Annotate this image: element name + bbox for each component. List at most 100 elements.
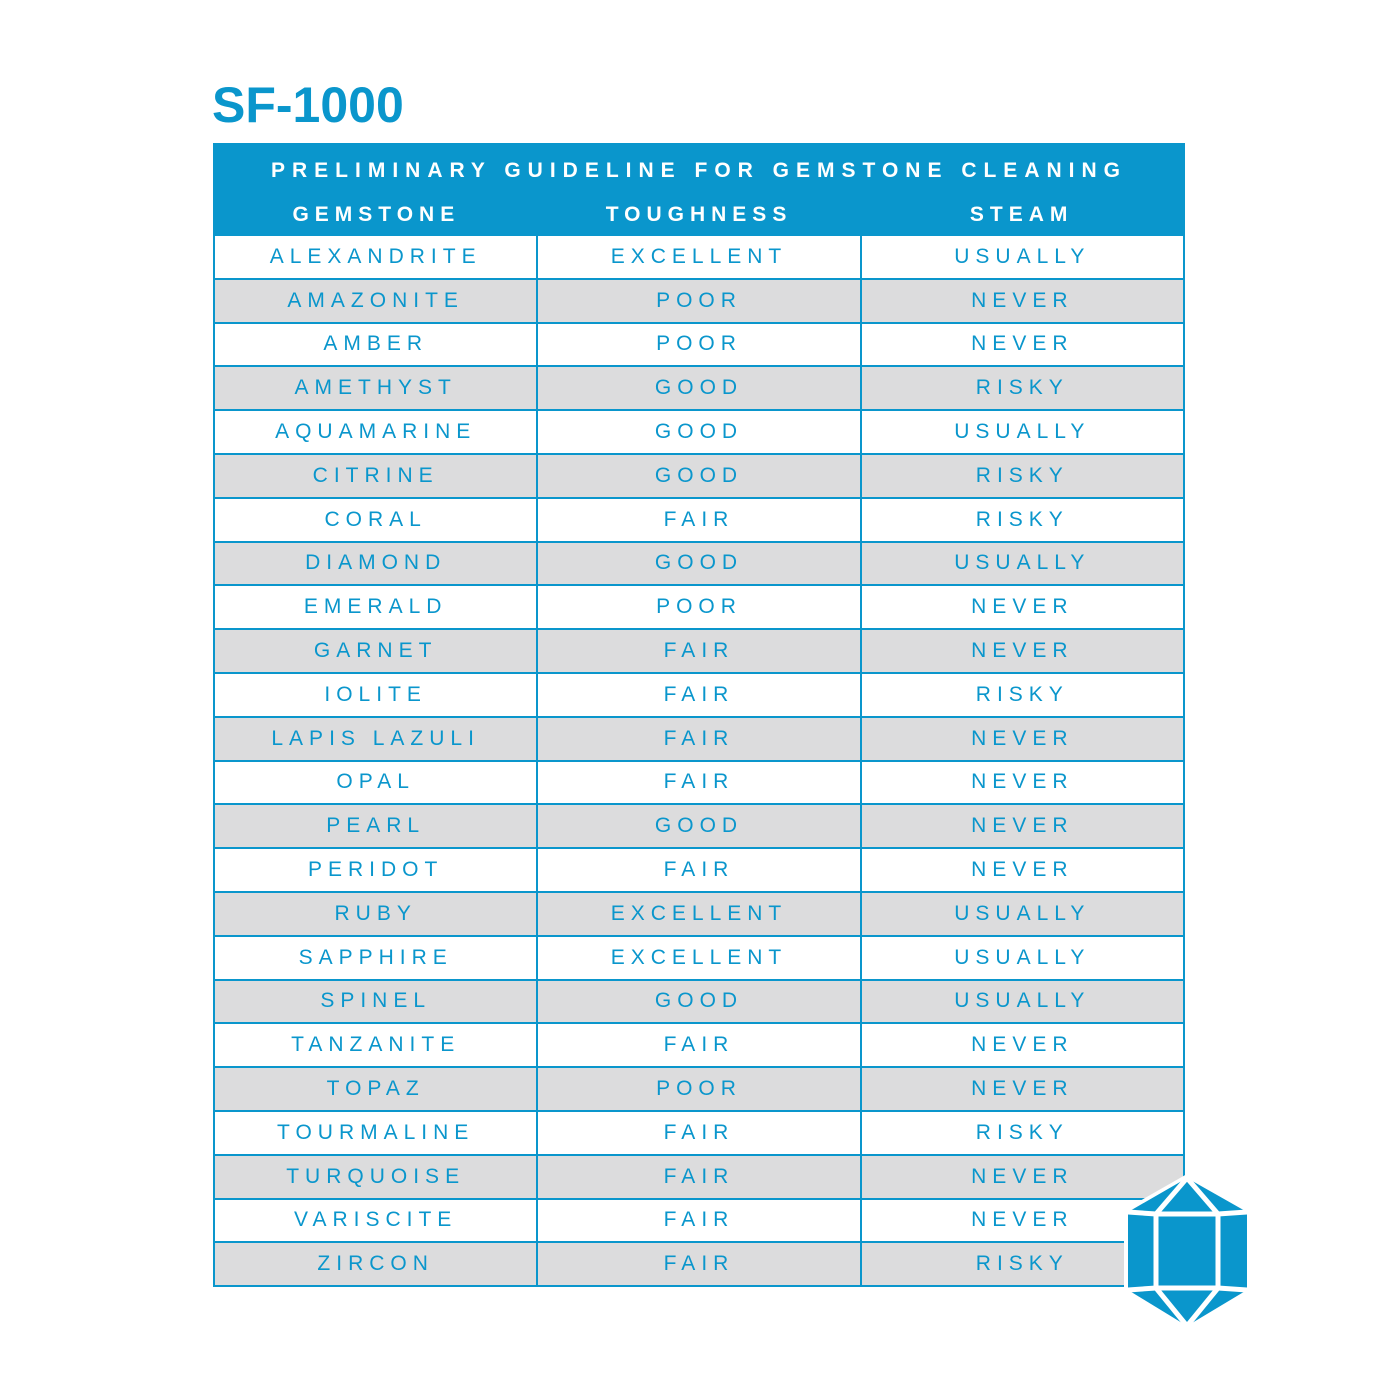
cell-gemstone: AQUAMARINE	[275, 420, 477, 444]
gemstone-cleaning-table: PRELIMINARY GUIDELINE FOR GEMSTONE CLEAN…	[213, 143, 1185, 1288]
cell-steam: NEVER	[859, 586, 1183, 629]
table-row: SPINEL GOOD USUALLY	[215, 978, 1183, 1023]
cell-steam: USUALLY	[859, 411, 1183, 453]
cell-toughness: FAIR	[536, 1111, 859, 1154]
column-header-toughness: TOUGHNESS	[605, 203, 793, 226]
cell-steam: RISKY	[859, 1111, 1183, 1154]
cell-gemstone: ALEXANDRITE	[269, 244, 482, 268]
table-row: AMAZONITE POOR NEVER	[215, 277, 1183, 322]
table-row: SAPPHIRE EXCELLENT USUALLY	[215, 934, 1183, 979]
cell-toughness: FAIR	[536, 1024, 859, 1067]
table-row: AQUAMARINE GOOD USUALLY	[215, 409, 1183, 453]
cell-steam: RISKY	[859, 367, 1183, 410]
table-row: TOPAZ POOR NEVER	[215, 1066, 1183, 1110]
cell-toughness: GOOD	[536, 367, 859, 410]
cell-gemstone: EMERALD	[303, 595, 448, 619]
cell-steam: USUALLY	[859, 236, 1183, 278]
cell-gemstone: TURQUOISE	[286, 1164, 466, 1188]
cell-gemstone: OPAL	[336, 770, 415, 794]
table-row: TOURMALINE FAIR RISKY	[215, 1109, 1183, 1154]
table-row: CITRINE GOOD RISKY	[215, 452, 1183, 497]
cell-gemstone: RUBY	[334, 901, 417, 925]
cell-gemstone: TOURMALINE	[277, 1120, 475, 1144]
gemstone-icon	[1124, 1174, 1251, 1330]
cell-steam: NEVER	[859, 1155, 1183, 1198]
cell-steam: RISKY	[859, 1243, 1183, 1286]
table-caption: PRELIMINARY GUIDELINE FOR GEMSTONE CLEAN…	[271, 159, 1127, 182]
cell-toughness: FAIR	[536, 1243, 859, 1286]
table-row: RUBY EXCELLENT USUALLY	[215, 890, 1183, 935]
cell-toughness: GOOD	[536, 805, 859, 848]
table-row: EMERALD POOR NEVER	[215, 584, 1183, 629]
cell-gemstone: TOPAZ	[326, 1077, 425, 1101]
cell-toughness: GOOD	[536, 454, 859, 497]
cell-gemstone: LAPIS LAZULI	[271, 726, 480, 750]
cell-gemstone: PEARL	[326, 814, 426, 838]
cell-gemstone: AMBER	[323, 332, 428, 356]
table-row: PERIDOT FAIR NEVER	[215, 847, 1183, 891]
column-header-gemstone: GEMSTONE	[292, 203, 461, 226]
table-row: GARNET FAIR NEVER	[215, 628, 1183, 672]
table-row: ALEXANDRITE EXCELLENT USUALLY	[215, 234, 1183, 278]
cell-steam: NEVER	[859, 761, 1183, 804]
cell-gemstone: AMAZONITE	[287, 288, 464, 312]
table-row: DIAMOND GOOD USUALLY	[215, 540, 1183, 585]
cell-gemstone: SAPPHIRE	[298, 945, 453, 969]
cell-toughness: FAIR	[536, 673, 859, 716]
cell-steam: NEVER	[859, 1068, 1183, 1110]
cell-gemstone: VARISCITE	[294, 1208, 458, 1232]
cell-steam: NEVER	[859, 1024, 1183, 1067]
cell-steam: USUALLY	[859, 892, 1183, 935]
cell-toughness: POOR	[536, 1068, 859, 1110]
cell-gemstone: GARNET	[313, 639, 438, 663]
table-row: OPAL FAIR NEVER	[215, 759, 1183, 804]
cell-steam: RISKY	[859, 454, 1183, 497]
cell-steam: NEVER	[859, 805, 1183, 848]
cell-gemstone: CORAL	[324, 507, 427, 531]
cell-steam: NEVER	[859, 279, 1183, 322]
cell-toughness: EXCELLENT	[536, 892, 859, 935]
cell-gemstone: CITRINE	[312, 463, 439, 487]
cell-steam: RISKY	[859, 673, 1183, 716]
cell-toughness: POOR	[536, 586, 859, 629]
cell-steam: NEVER	[859, 323, 1183, 366]
cell-toughness: POOR	[536, 279, 859, 322]
cell-toughness: FAIR	[536, 717, 859, 760]
cell-gemstone: IOLITE	[324, 682, 427, 706]
cell-toughness: FAIR	[536, 1199, 859, 1242]
cell-steam: NEVER	[859, 717, 1183, 760]
cell-gemstone: AMETHYST	[294, 376, 457, 400]
table-row: CORAL FAIR RISKY	[215, 496, 1183, 541]
cell-toughness: FAIR	[536, 761, 859, 804]
cell-gemstone: SPINEL	[320, 989, 432, 1013]
table-body: ALEXANDRITE EXCELLENT USUALLY AMAZONITE POOR…	[215, 234, 1183, 1286]
table-row: ZIRCON FAIR RISKY	[215, 1241, 1183, 1286]
cell-toughness: FAIR	[536, 1155, 859, 1198]
table-row: PEARL GOOD NEVER	[215, 803, 1183, 848]
cell-steam: USUALLY	[859, 542, 1183, 585]
cell-toughness: FAIR	[536, 849, 859, 891]
column-headers: GEMSTONE TOUGHNESS STEAM	[215, 203, 1183, 227]
page-title: SF-1000	[212, 77, 404, 133]
table-row: LAPIS LAZULI FAIR NEVER	[215, 715, 1183, 760]
table-row: AMBER POOR NEVER	[215, 321, 1183, 366]
table-header: PRELIMINARY GUIDELINE FOR GEMSTONE CLEAN…	[215, 145, 1183, 234]
cell-toughness: GOOD	[536, 542, 859, 585]
table-row: VARISCITE FAIR NEVER	[215, 1197, 1183, 1242]
cell-toughness: GOOD	[536, 980, 859, 1023]
cell-steam: USUALLY	[859, 936, 1183, 979]
cell-gemstone: DIAMOND	[305, 551, 447, 575]
table-row: IOLITE FAIR RISKY	[215, 671, 1183, 716]
cell-toughness: FAIR	[536, 498, 859, 541]
cell-steam: NEVER	[859, 630, 1183, 672]
cell-toughness: EXCELLENT	[536, 236, 859, 278]
cell-gemstone: PERIDOT	[307, 858, 444, 882]
cell-steam: RISKY	[859, 498, 1183, 541]
cell-gemstone: TANZANITE	[291, 1033, 461, 1057]
table-row: TANZANITE FAIR NEVER	[215, 1022, 1183, 1067]
cell-steam: NEVER	[859, 849, 1183, 891]
cell-gemstone: ZIRCON	[317, 1252, 434, 1276]
cell-steam: USUALLY	[859, 980, 1183, 1023]
table-row: TURQUOISE FAIR NEVER	[215, 1153, 1183, 1198]
cell-toughness: FAIR	[536, 630, 859, 672]
